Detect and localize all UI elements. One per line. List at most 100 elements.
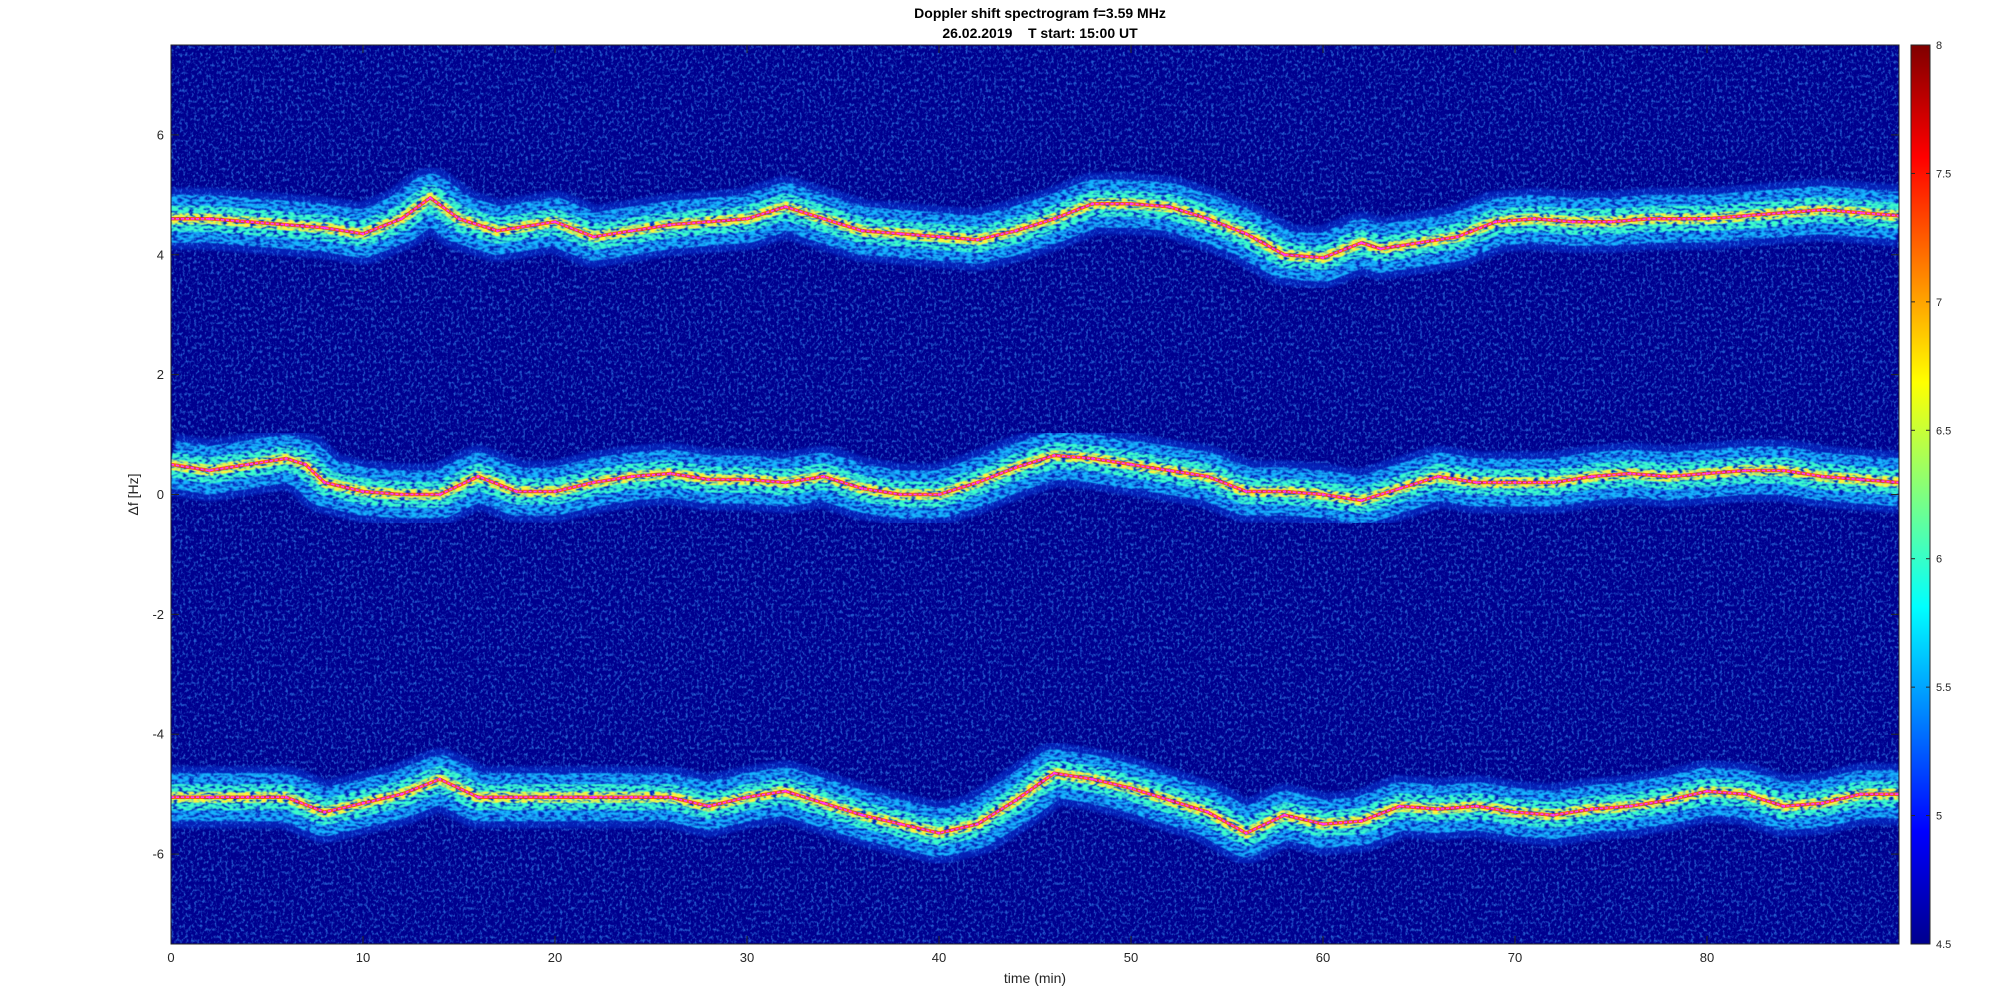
trace-point	[1379, 247, 1382, 251]
x-tick-label: 10	[356, 950, 370, 965]
trace-point	[668, 795, 672, 799]
trace-point	[1283, 813, 1286, 817]
trace-point	[784, 205, 787, 209]
trace-point	[899, 493, 902, 496]
trace-point	[1590, 807, 1594, 811]
trace-point	[208, 795, 211, 799]
y-tick-label: 4	[157, 247, 164, 262]
trace-point	[707, 220, 710, 224]
trace-point	[1206, 475, 1210, 478]
trace-point	[515, 490, 518, 493]
trace-point	[323, 481, 326, 484]
trace-point	[1475, 481, 1478, 484]
trace-point	[937, 493, 941, 496]
trace-point	[668, 472, 672, 475]
trace-point	[1168, 469, 1171, 472]
trace-point	[361, 232, 365, 236]
trace-point	[630, 795, 634, 799]
trace-point	[1436, 475, 1440, 478]
y-axis-label: Δf [Hz]	[125, 473, 141, 515]
trace-point	[745, 795, 749, 799]
trace-point	[1744, 214, 1747, 218]
trace-point	[1321, 493, 1325, 496]
y-tick-label: -4	[152, 727, 164, 742]
trace-point	[304, 463, 307, 466]
x-axis-label: time (min)	[1004, 970, 1066, 986]
trace-point	[1091, 202, 1094, 206]
colorbar-tick-label: 6.5	[1936, 425, 1951, 437]
trace-point	[553, 490, 557, 493]
trace-point	[1628, 472, 1632, 475]
trace-point	[1859, 211, 1862, 215]
trace-point	[1283, 490, 1286, 493]
trace-point	[1283, 253, 1286, 257]
trace-point	[428, 196, 432, 200]
trace-point	[1014, 229, 1018, 233]
trace-point	[1820, 801, 1824, 805]
trace-point	[1552, 481, 1555, 484]
colorbar-tick-label: 5.5	[1936, 682, 1951, 694]
trace-point	[1513, 481, 1517, 484]
trace-point	[1782, 804, 1786, 808]
trace-point	[1609, 220, 1613, 224]
trace-point	[1014, 798, 1018, 802]
colorbar-tick-label: 8	[1936, 40, 1942, 52]
trace-point	[937, 235, 941, 239]
colorbar-tick-label: 7.5	[1936, 168, 1951, 180]
y-tick-label: 6	[157, 127, 164, 142]
trace-point	[1206, 217, 1210, 221]
trace-point	[860, 813, 864, 817]
trace-point	[630, 229, 634, 233]
trace-line-1	[171, 197, 1899, 259]
trace-point	[553, 795, 557, 799]
trace-point	[976, 822, 979, 826]
trace-point	[745, 478, 749, 481]
trace-point	[323, 810, 326, 814]
trace-point	[496, 229, 499, 233]
trace-point	[208, 469, 211, 472]
trace-point	[361, 490, 365, 493]
trace-point	[246, 795, 250, 799]
trace-point	[1667, 475, 1670, 478]
trace-point	[1244, 232, 1248, 236]
trace-point	[1532, 217, 1536, 221]
trace-point	[1244, 490, 1248, 493]
chart-subtitle: 26.02.2019 T start: 15:00 UT	[942, 25, 1138, 41]
colorbar-tick-label: 6	[1936, 554, 1942, 566]
trace-point	[1321, 256, 1325, 260]
trace-point	[860, 487, 864, 490]
trace-point	[1744, 469, 1747, 472]
trace-point	[860, 229, 864, 233]
trace-point	[208, 217, 211, 221]
colorbar: 4.5 5 5.5 6 6.5 7 7.5 8	[1910, 40, 1951, 951]
trace-point	[1705, 789, 1709, 793]
x-tick-label: 30	[740, 950, 754, 965]
x-tick-label: 60	[1316, 950, 1330, 965]
trace-point	[1648, 217, 1651, 221]
trace-point	[1244, 831, 1248, 835]
trace-point	[1628, 804, 1632, 808]
trace-point	[784, 481, 787, 484]
plot-area	[170, 44, 1900, 945]
trace-point	[457, 217, 461, 221]
trace-point	[1705, 472, 1709, 475]
trace-point	[400, 217, 403, 221]
trace-point	[630, 475, 634, 478]
x-tick-label: 20	[548, 950, 562, 965]
trace-point	[707, 804, 710, 808]
trace-point	[246, 220, 250, 224]
trace-point	[1360, 499, 1363, 502]
trace-point	[1168, 798, 1171, 802]
trace-point	[1091, 777, 1094, 781]
trace-point	[476, 795, 480, 799]
trace-point	[1859, 478, 1862, 481]
trace-point	[1705, 217, 1709, 221]
trace-point	[1321, 822, 1325, 826]
trace-point	[1494, 220, 1498, 224]
y-tick-label: -6	[152, 847, 164, 862]
trace-point	[1129, 463, 1133, 466]
y-tick-label: 2	[157, 367, 164, 382]
trace-point	[745, 217, 749, 221]
trace-point	[1552, 813, 1555, 817]
